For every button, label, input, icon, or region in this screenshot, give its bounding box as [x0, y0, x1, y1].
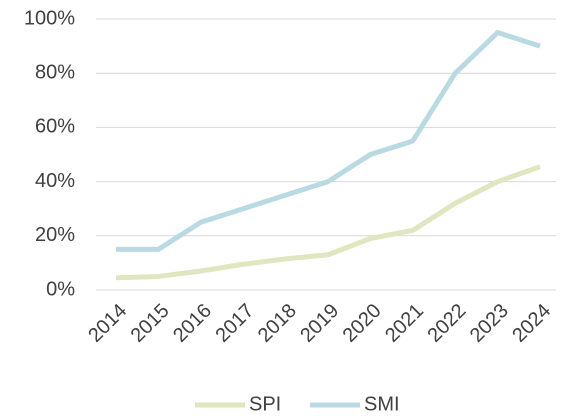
y-tick-label: 20% [35, 224, 75, 246]
y-tick-label: 40% [35, 170, 75, 192]
y-tick-label: 60% [35, 116, 75, 138]
line-series [115, 164, 541, 281]
x-tick-label: 2024 [508, 300, 555, 347]
x-tick-label: 2023 [466, 300, 513, 347]
x-tick-label: 2020 [339, 300, 386, 347]
x-tick-label: 2014 [84, 300, 131, 347]
y-tick-label: 100% [24, 7, 75, 29]
legend-label: SPI [249, 393, 281, 415]
y-tick-label: 80% [35, 61, 75, 83]
x-tick-label: 2015 [127, 300, 174, 347]
x-tick-label: 2016 [169, 300, 216, 347]
x-tick-label: 2019 [296, 300, 343, 347]
x-tick-label: 2022 [423, 300, 470, 347]
legend-label: SMI [364, 393, 400, 415]
x-tick-label: 2021 [381, 300, 428, 347]
x-tick-label: 2018 [254, 300, 301, 347]
y-tick-label: 0% [46, 278, 75, 300]
x-tick-label: 2017 [211, 300, 258, 347]
line-series [116, 30, 541, 252]
